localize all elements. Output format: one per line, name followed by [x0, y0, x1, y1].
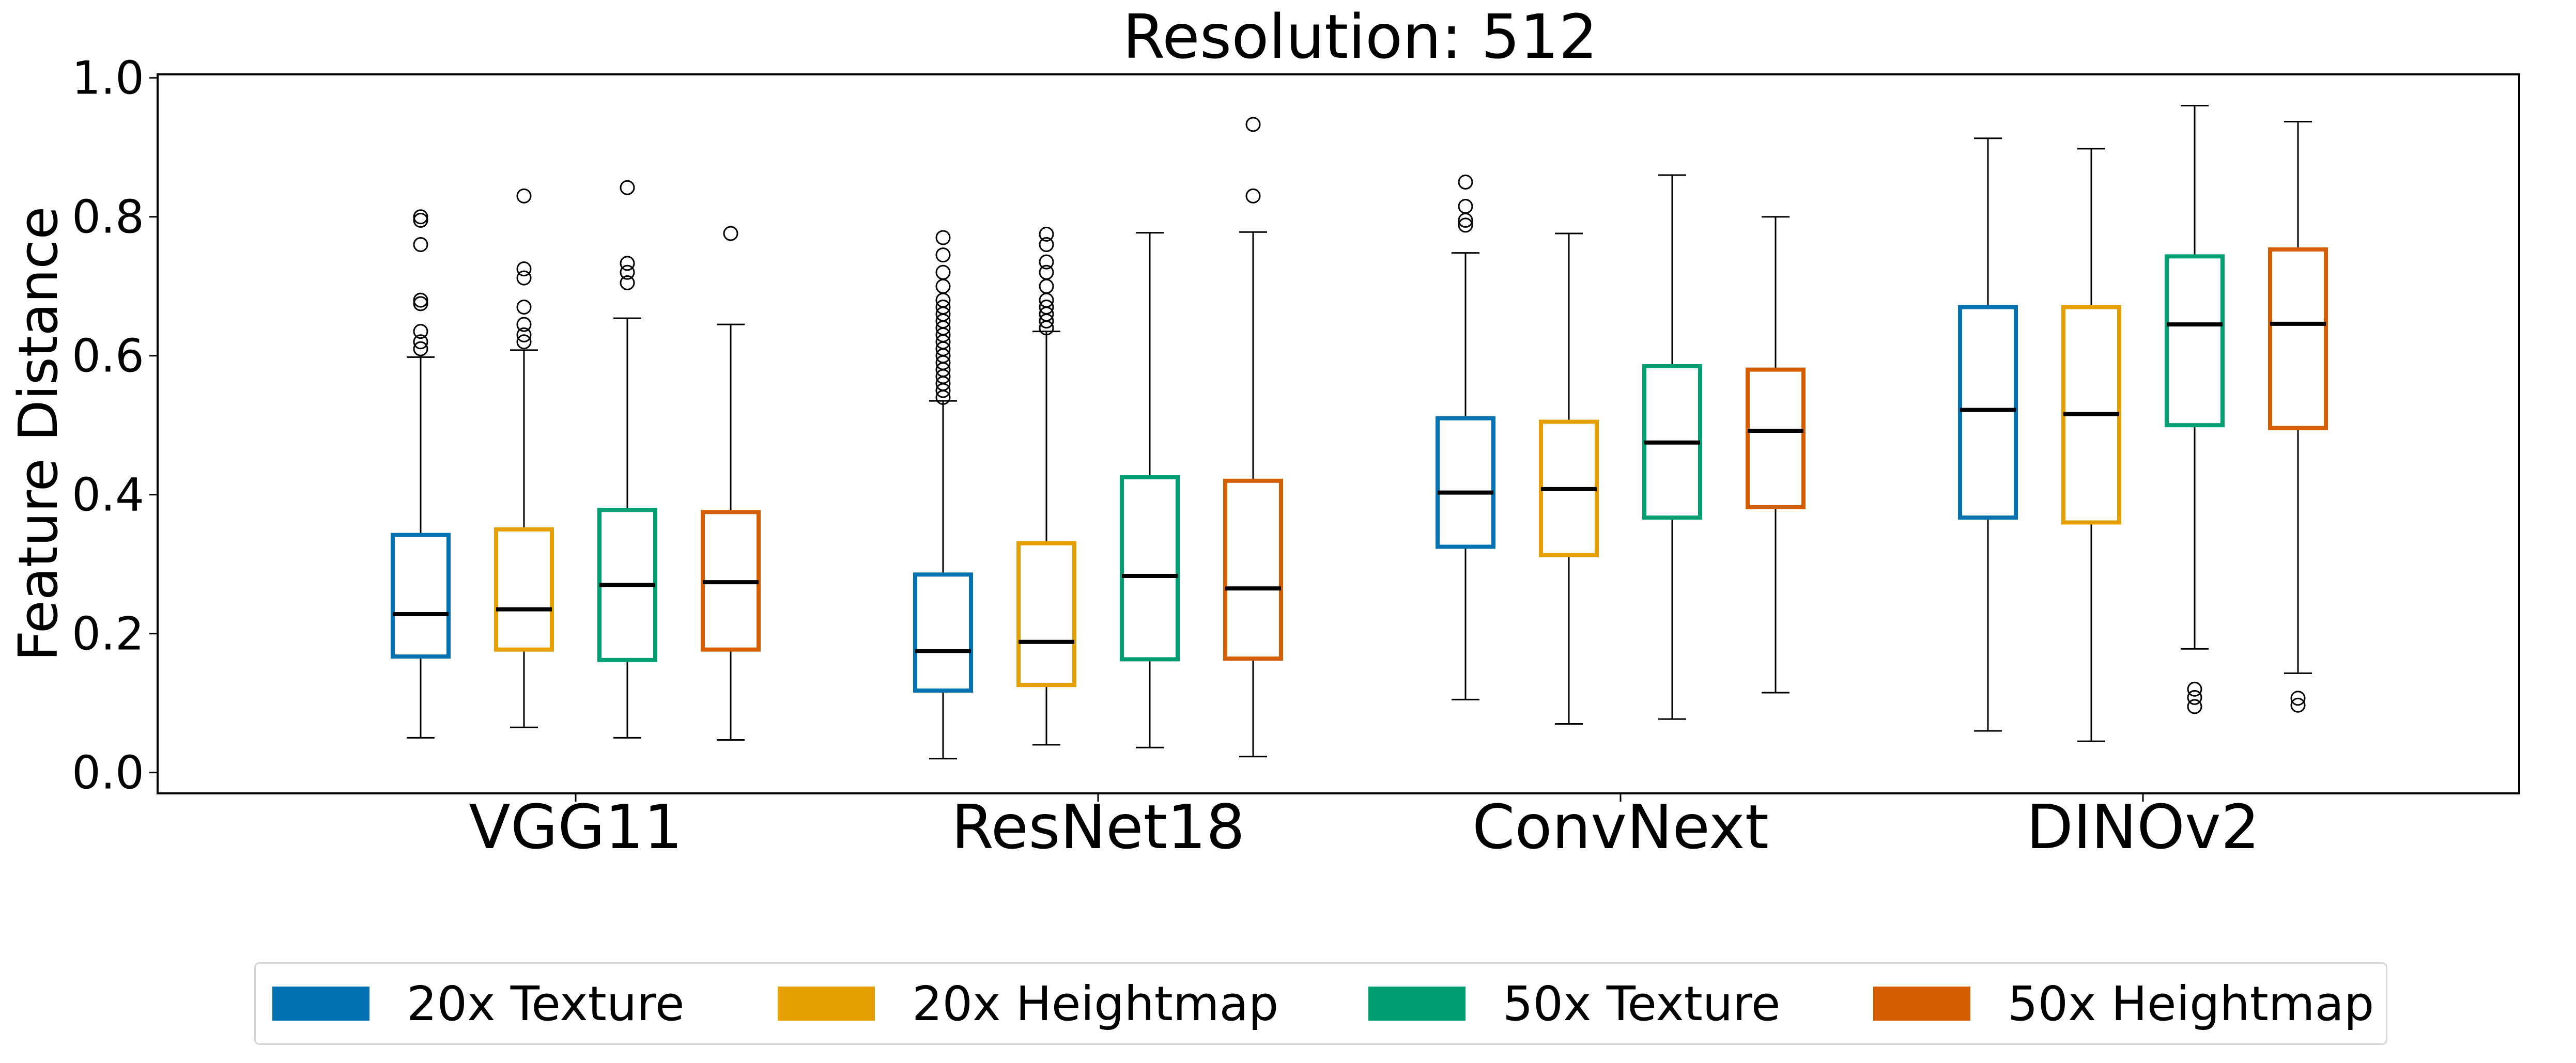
outlier-point	[413, 212, 428, 228]
box	[1436, 416, 1495, 549]
outlier-point	[1458, 199, 1473, 214]
y-tick-label: 0.8	[72, 191, 144, 244]
outlier-point	[620, 275, 635, 290]
outlier-point	[1039, 226, 1054, 242]
outlier-point	[2187, 699, 2202, 714]
outlier-point	[1458, 174, 1473, 190]
outlier-point	[1039, 300, 1054, 315]
legend: 20x Texture 20x Heightmap 50x Texture 50…	[254, 962, 2387, 1045]
x-tick-label: ConvNext	[1472, 791, 1769, 863]
outlier-point	[1039, 254, 1054, 270]
chart-title: Resolution: 512	[1122, 1, 1597, 72]
y-tick-label: 1.0	[72, 52, 144, 105]
y-tick-label: 0.4	[72, 468, 144, 522]
plot-frame	[157, 73, 2520, 794]
box	[2165, 254, 2225, 428]
legend-swatch-20x-texture	[272, 987, 369, 1021]
box	[1223, 478, 1283, 661]
outlier-point	[935, 230, 951, 245]
legend-entry-50x-texture: 50x Texture	[1368, 964, 1781, 1043]
box	[494, 527, 554, 652]
outlier-point	[516, 327, 532, 342]
outlier-point	[1039, 264, 1054, 280]
outlier-point	[620, 180, 635, 195]
legend-entry-50x-heightmap: 50x Heightmap	[1873, 964, 2374, 1043]
x-tick-label: VGG11	[469, 791, 683, 863]
outlier-point	[935, 278, 951, 294]
outlier-point	[413, 296, 428, 311]
legend-entry-20x-texture: 20x Texture	[272, 964, 685, 1043]
outlier-point	[935, 300, 951, 315]
box	[1120, 475, 1180, 662]
outlier-point	[413, 209, 428, 225]
box	[1016, 541, 1076, 687]
legend-swatch-50x-texture	[1368, 987, 1466, 1021]
legend-swatch-50x-heightmap	[1873, 987, 1970, 1021]
box	[1958, 305, 2018, 520]
legend-entry-20x-heightmap: 20x Heightmap	[778, 964, 1278, 1043]
outlier-point	[2187, 681, 2202, 697]
box	[1746, 367, 1806, 509]
outlier-point	[1039, 237, 1054, 253]
legend-label-20x-texture: 20x Texture	[407, 976, 685, 1031]
outlier-point	[516, 261, 532, 277]
outlier-point	[1245, 188, 1261, 204]
outlier-point	[516, 334, 532, 350]
outlier-point	[516, 188, 532, 204]
x-tick-label: ResNet18	[951, 791, 1245, 863]
outlier-point	[1039, 278, 1054, 294]
outlier-point	[935, 264, 951, 280]
y-tick-label: 0.0	[72, 746, 144, 800]
y-tick-label: 0.2	[72, 607, 144, 661]
box	[913, 572, 973, 693]
outlier-point	[413, 341, 428, 356]
outlier-point	[516, 300, 532, 315]
x-tick-label: DINOv2	[2026, 791, 2260, 863]
y-tick-label: 0.6	[72, 330, 144, 383]
outlier-point	[2290, 697, 2306, 713]
outlier-point	[2290, 691, 2306, 706]
outlier-point	[620, 256, 635, 271]
outlier-point	[1458, 217, 1473, 233]
outlier-point	[413, 324, 428, 339]
legend-label-50x-heightmap: 50x Heightmap	[2008, 976, 2374, 1031]
outlier-point	[2187, 690, 2202, 705]
outlier-point	[1245, 117, 1261, 132]
outlier-point	[723, 226, 738, 241]
outlier-point	[620, 264, 635, 280]
legend-label-50x-texture: 50x Texture	[1503, 976, 1781, 1031]
box	[391, 533, 451, 659]
outlier-point	[516, 270, 532, 286]
outlier-point	[413, 237, 428, 253]
outlier-point	[413, 334, 428, 350]
legend-swatch-20x-heightmap	[778, 987, 875, 1021]
outlier-point	[413, 292, 428, 308]
plot-area: 0.0 0.2 0.4 0.6 0.8 1.0 VGG11 ResNet18 ConvNext D…	[72, 52, 2328, 863]
legend-label-20x-heightmap: 20x Heightmap	[912, 976, 1279, 1031]
outlier-point	[935, 247, 951, 263]
box	[2268, 247, 2328, 430]
outlier-point	[516, 317, 532, 332]
y-axis-label: Feature Distance	[7, 207, 70, 662]
